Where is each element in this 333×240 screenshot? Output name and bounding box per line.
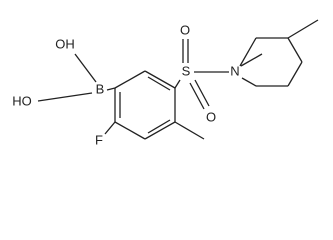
atom-label: OH — [55, 36, 75, 51]
bonds — [37, 19, 319, 140]
atom-label: N — [230, 63, 239, 78]
atom-label: O — [180, 22, 190, 37]
molecule-diagram: OH HO B F S O O N — [12, 19, 319, 147]
atom-label: S — [182, 63, 191, 78]
atom-label: B — [96, 81, 105, 96]
atom-label: F — [95, 132, 103, 147]
atom-label: HO — [12, 93, 32, 108]
atom-label: O — [206, 109, 216, 124]
